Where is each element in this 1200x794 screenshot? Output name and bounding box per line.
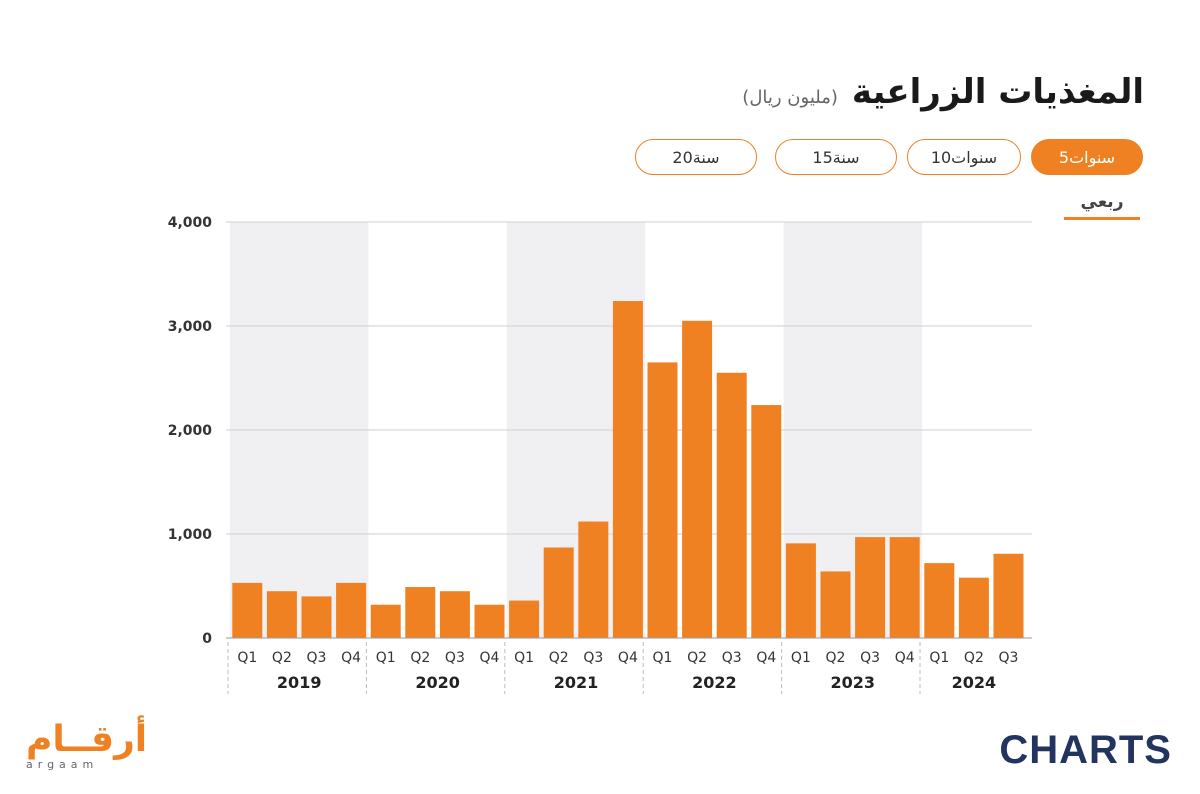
bar bbox=[301, 596, 332, 638]
x-tick-label: Q2 bbox=[410, 650, 430, 666]
bar bbox=[474, 604, 505, 638]
range-tab-5-years[interactable]: 5سنوات bbox=[1031, 139, 1143, 175]
bar bbox=[439, 591, 470, 638]
x-tick-label: Q2 bbox=[964, 650, 984, 666]
x-tick-label: Q3 bbox=[999, 650, 1019, 666]
bar bbox=[612, 301, 643, 638]
bar bbox=[266, 591, 297, 638]
y-tick-label: 3,000 bbox=[168, 319, 213, 335]
chart-header: المغذيات الزراعية (مليون ريال) bbox=[742, 72, 1144, 112]
bar bbox=[855, 537, 886, 638]
x-tick-label: Q3 bbox=[722, 650, 742, 666]
bar bbox=[232, 582, 263, 638]
x-tick-label: Q1 bbox=[514, 650, 534, 666]
bar bbox=[578, 521, 609, 638]
x-tick-label: Q1 bbox=[929, 650, 949, 666]
year-label: 2024 bbox=[952, 673, 997, 692]
x-tick-label: Q2 bbox=[272, 650, 292, 666]
bar bbox=[751, 405, 782, 638]
bar bbox=[647, 362, 678, 638]
range-tab-10-years[interactable]: 10سنوات bbox=[907, 139, 1021, 175]
range-tab-20-years[interactable]: 20سنة bbox=[635, 139, 757, 175]
x-tick-label: Q2 bbox=[687, 650, 707, 666]
range-tab-15-years[interactable]: 15سنة bbox=[775, 139, 897, 175]
x-tick-label: Q3 bbox=[583, 650, 603, 666]
year-label: 2019 bbox=[277, 673, 322, 692]
frequency-tab-quarterly[interactable]: ربعي bbox=[1080, 192, 1124, 212]
charts-logo: CHARTS bbox=[999, 728, 1172, 772]
x-tick-label: Q2 bbox=[549, 650, 569, 666]
x-tick-label: Q4 bbox=[756, 650, 776, 666]
x-tick-label: Q2 bbox=[826, 650, 846, 666]
bar bbox=[405, 587, 436, 638]
chart-unit: (مليون ريال) bbox=[742, 87, 838, 108]
frequency-tab-underline bbox=[1064, 217, 1140, 220]
x-tick-label: Q3 bbox=[307, 650, 327, 666]
year-label: 2023 bbox=[831, 673, 876, 692]
y-tick-label: 4,000 bbox=[168, 215, 213, 231]
year-label: 2020 bbox=[415, 673, 460, 692]
bar bbox=[509, 600, 540, 638]
bar bbox=[682, 320, 713, 638]
x-tick-label: Q4 bbox=[895, 650, 915, 666]
year-label: 2021 bbox=[554, 673, 599, 692]
x-tick-label: Q1 bbox=[376, 650, 396, 666]
bar bbox=[370, 604, 401, 638]
x-tick-label: Q4 bbox=[618, 650, 638, 666]
chart-title: المغذيات الزراعية bbox=[851, 72, 1144, 112]
year-label: 2022 bbox=[692, 673, 737, 692]
bar bbox=[716, 372, 747, 638]
y-tick-label: 0 bbox=[202, 631, 212, 647]
bar bbox=[993, 553, 1024, 638]
bar bbox=[924, 563, 955, 638]
bar bbox=[889, 537, 920, 638]
bar bbox=[543, 547, 574, 638]
argaam-logo-arabic: أرقــام bbox=[26, 719, 148, 760]
x-tick-label: Q3 bbox=[860, 650, 880, 666]
x-tick-label: Q4 bbox=[341, 650, 361, 666]
y-tick-label: 1,000 bbox=[168, 527, 213, 543]
argaam-logo-latin: argaam bbox=[26, 758, 99, 771]
bar bbox=[785, 543, 816, 638]
x-tick-label: Q1 bbox=[791, 650, 811, 666]
x-tick-label: Q1 bbox=[237, 650, 257, 666]
bar bbox=[820, 571, 851, 638]
x-tick-label: Q1 bbox=[653, 650, 673, 666]
argaam-logo: أرقــام argaam bbox=[26, 719, 148, 772]
x-tick-label: Q4 bbox=[480, 650, 500, 666]
x-tick-label: Q3 bbox=[445, 650, 465, 666]
bar bbox=[958, 577, 989, 638]
bar bbox=[336, 582, 367, 638]
y-tick-label: 2,000 bbox=[168, 423, 213, 439]
